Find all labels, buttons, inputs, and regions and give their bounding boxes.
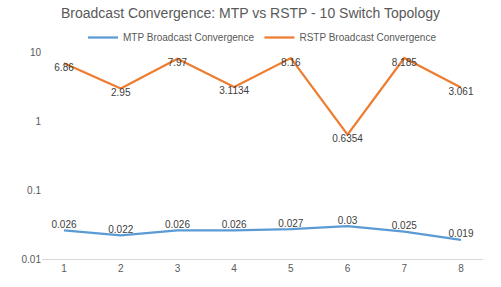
svg-text:8.16: 8.16 bbox=[281, 57, 301, 68]
svg-text:0.022: 0.022 bbox=[108, 224, 133, 235]
svg-text:0.01: 0.01 bbox=[22, 254, 42, 265]
svg-text:RSTP Broadcast Convergence: RSTP Broadcast Convergence bbox=[299, 32, 436, 43]
svg-text:0.026: 0.026 bbox=[52, 219, 77, 230]
svg-text:0.6354: 0.6354 bbox=[332, 133, 363, 144]
svg-text:0.025: 0.025 bbox=[392, 220, 417, 231]
svg-text:1: 1 bbox=[35, 116, 41, 127]
svg-text:8.185: 8.185 bbox=[392, 57, 417, 68]
svg-text:0.019: 0.019 bbox=[448, 228, 473, 239]
svg-text:5: 5 bbox=[288, 263, 294, 274]
svg-text:3.1134: 3.1134 bbox=[219, 85, 249, 96]
svg-text:3: 3 bbox=[175, 263, 181, 274]
svg-text:10: 10 bbox=[30, 47, 42, 58]
svg-text:0.026: 0.026 bbox=[222, 219, 247, 230]
svg-text:0.026: 0.026 bbox=[165, 219, 190, 230]
svg-text:4: 4 bbox=[231, 263, 237, 274]
svg-text:6.86: 6.86 bbox=[54, 62, 74, 73]
svg-text:MTP Broadcast Convergence: MTP Broadcast Convergence bbox=[123, 32, 254, 43]
svg-text:Broadcast Convergence: MTP vs: Broadcast Convergence: MTP vs RSTP - 10 … bbox=[61, 5, 440, 21]
svg-text:3.061: 3.061 bbox=[448, 86, 473, 97]
svg-text:2: 2 bbox=[118, 263, 124, 274]
svg-text:8: 8 bbox=[458, 263, 464, 274]
svg-text:1: 1 bbox=[61, 263, 67, 274]
svg-text:7: 7 bbox=[401, 263, 407, 274]
svg-text:0.1: 0.1 bbox=[27, 185, 41, 196]
svg-text:0.03: 0.03 bbox=[338, 215, 358, 226]
svg-text:0.027: 0.027 bbox=[278, 218, 303, 229]
svg-text:6: 6 bbox=[345, 263, 351, 274]
svg-text:7.97: 7.97 bbox=[168, 57, 188, 68]
svg-text:2.95: 2.95 bbox=[111, 87, 131, 98]
